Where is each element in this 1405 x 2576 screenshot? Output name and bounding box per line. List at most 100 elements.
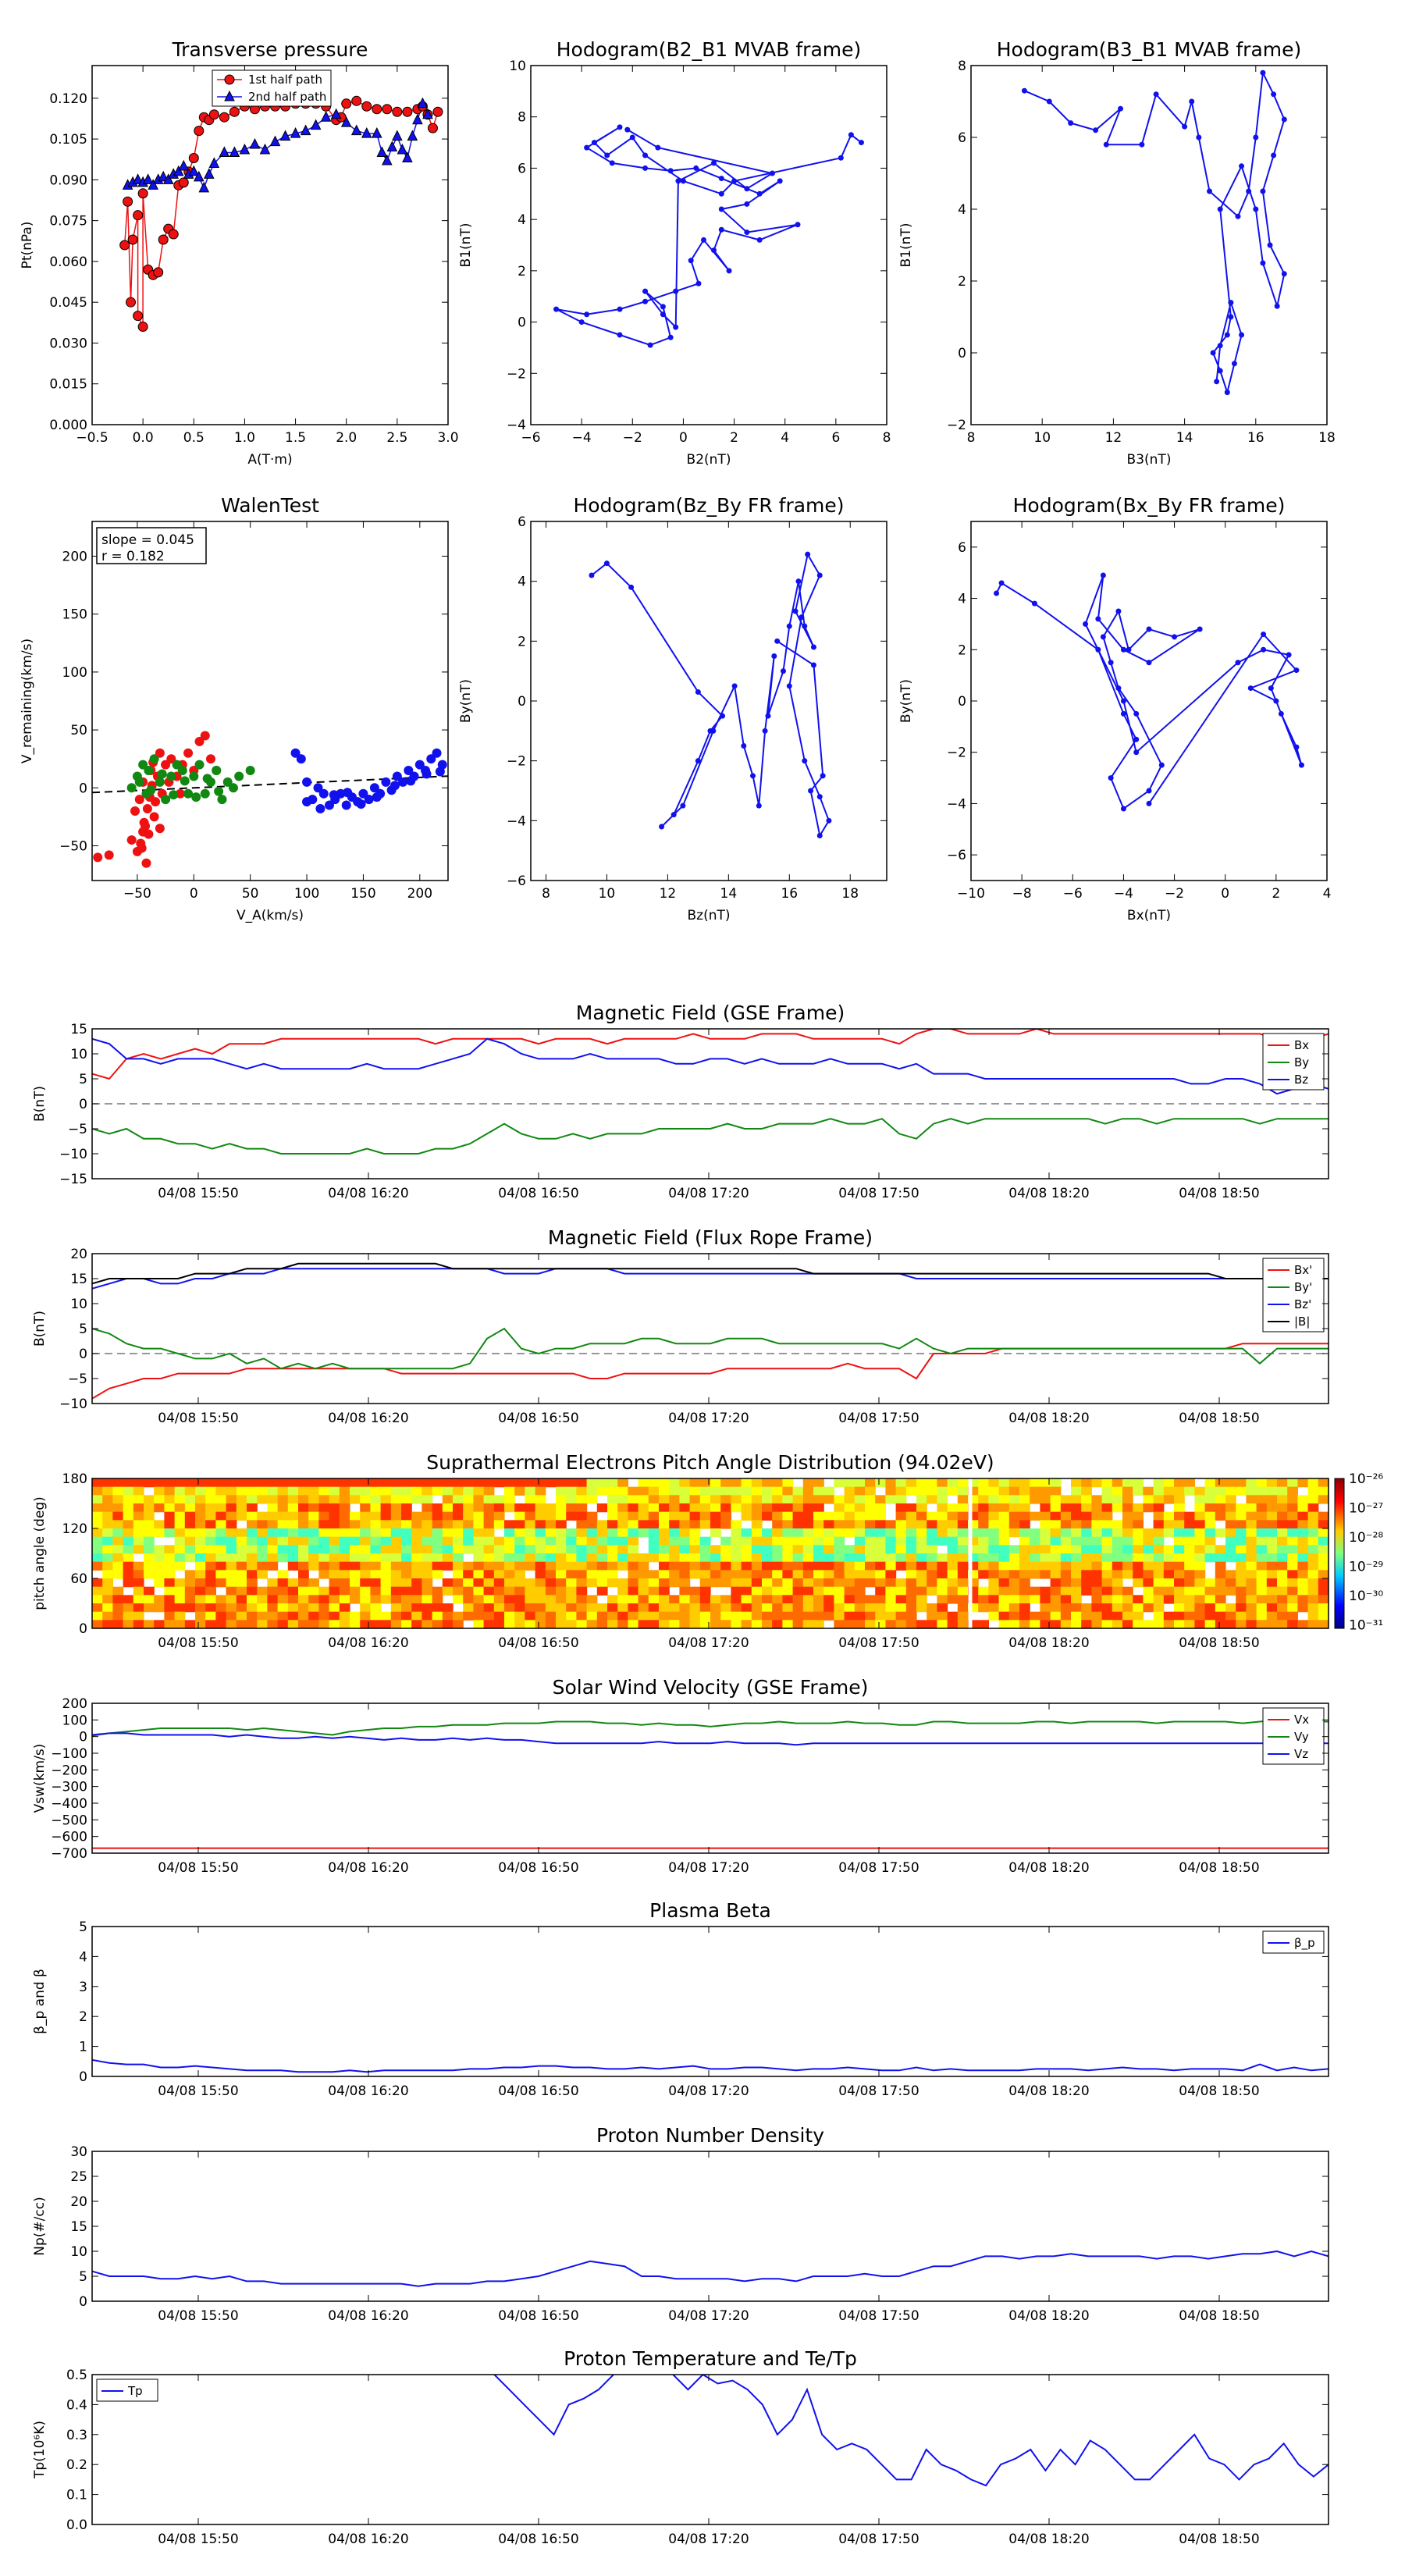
walen-point-blue	[372, 792, 382, 802]
walen-point-blue	[329, 790, 339, 800]
pad-cell	[370, 1528, 382, 1538]
pad-cell	[1081, 1536, 1092, 1546]
h4-hodogram-point	[1126, 646, 1132, 653]
pad-cell	[916, 1528, 927, 1538]
pad-cell	[689, 1495, 701, 1504]
pad-cell	[1071, 1586, 1082, 1596]
pad-cell	[1307, 1578, 1319, 1588]
pad-cell	[566, 1486, 577, 1496]
pad-cell	[493, 1620, 505, 1628]
pad-cell	[968, 1603, 979, 1613]
pad-cell	[782, 1611, 794, 1621]
pad-cell	[226, 1511, 237, 1521]
pad-cell	[1194, 1503, 1206, 1513]
pad-cell	[586, 1570, 598, 1579]
h1-hodogram-point	[667, 334, 674, 340]
pad-cell	[1287, 1511, 1298, 1521]
pad-cell	[174, 1611, 186, 1621]
pad-cell	[1297, 1495, 1309, 1504]
pad-cell	[1163, 1561, 1175, 1571]
pad-cell	[1060, 1595, 1072, 1604]
walen-point-blue	[325, 800, 334, 810]
pad-cell	[1297, 1511, 1309, 1521]
pad-cell	[525, 1545, 536, 1554]
pad-cell	[1318, 1595, 1329, 1604]
pad-cell	[1143, 1620, 1154, 1628]
pad-cell	[1019, 1511, 1030, 1521]
pad-cell	[596, 1478, 608, 1488]
pad-cell	[92, 1611, 103, 1621]
pad-cell	[792, 1570, 804, 1579]
pad-cell	[916, 1553, 927, 1563]
pad-cell	[1153, 1578, 1165, 1588]
pad-cell	[772, 1561, 783, 1571]
pad-cell	[731, 1611, 742, 1621]
pad-cell	[380, 1611, 392, 1621]
h1-ytick-label: 6	[518, 161, 526, 176]
h2-hodogram-point	[1093, 127, 1099, 133]
pt-marker-1st	[127, 234, 138, 245]
pad-cell	[813, 1486, 824, 1496]
pad-cell	[380, 1578, 392, 1588]
pad-cell	[514, 1486, 525, 1496]
pad-cell	[1153, 1545, 1165, 1554]
pad-cell	[1060, 1520, 1072, 1529]
pad-cell	[751, 1536, 763, 1546]
pad-colorbar-label: 10⁻²⁹	[1349, 1560, 1383, 1575]
pad-cell	[1277, 1520, 1288, 1529]
pad-cell	[318, 1603, 330, 1613]
pad-cell	[957, 1578, 969, 1588]
pad-cell	[442, 1611, 454, 1621]
pad-cell	[112, 1511, 124, 1521]
pad-cell	[422, 1620, 433, 1628]
pad-cell	[453, 1595, 464, 1604]
pad-cell	[133, 1511, 144, 1521]
pad-cell	[1236, 1486, 1247, 1496]
pad-cell	[1225, 1520, 1236, 1529]
pad-cell	[710, 1553, 721, 1563]
pad-cell	[535, 1595, 546, 1604]
pad-cell	[525, 1586, 536, 1596]
pad-cell	[298, 1603, 309, 1613]
pad-cell	[628, 1561, 639, 1571]
pad-cell	[1153, 1570, 1165, 1579]
pad-cell	[813, 1503, 824, 1513]
pad-cell	[112, 1520, 124, 1529]
pad-cell	[978, 1486, 989, 1496]
ts5-ytick-label: 2	[79, 2009, 87, 2025]
pad-cell	[247, 1603, 258, 1613]
pad-cell	[174, 1561, 186, 1571]
pad-cell	[596, 1603, 608, 1613]
pad-cell	[411, 1620, 422, 1628]
pad-cell	[792, 1511, 804, 1521]
h3-hodogram-point	[774, 638, 781, 644]
ts6-ytick-label: 10	[70, 2244, 87, 2260]
pad-cell	[195, 1528, 206, 1538]
pad-cell	[792, 1578, 804, 1588]
pad-cell	[1236, 1595, 1247, 1604]
pad-cell	[504, 1553, 515, 1563]
pad-cell	[689, 1553, 701, 1563]
pad-cell	[885, 1536, 897, 1546]
pad-cell	[937, 1478, 948, 1488]
pad-cell	[1194, 1570, 1206, 1579]
h4-hodogram-point	[1095, 646, 1101, 653]
pad-cell	[1287, 1603, 1298, 1613]
pad-cell	[226, 1578, 237, 1588]
pad-cell	[731, 1586, 742, 1596]
pad-cell	[195, 1503, 206, 1513]
pad-cell	[184, 1511, 196, 1521]
pad-cell	[556, 1478, 567, 1488]
pad-cell	[195, 1511, 206, 1521]
pad-cell	[802, 1595, 814, 1604]
ts4-legend-label: Vx	[1294, 1713, 1309, 1727]
pad-cell	[432, 1503, 443, 1513]
pad-cell	[659, 1503, 670, 1513]
pad-cell	[854, 1486, 866, 1496]
pad-cell	[823, 1561, 834, 1571]
pad-cell	[1101, 1503, 1113, 1513]
ts3-xtick-label: 04/08 18:50	[1179, 1635, 1259, 1651]
pad-cell	[1277, 1478, 1288, 1488]
pad-cell	[123, 1561, 134, 1571]
pad-cell	[957, 1611, 969, 1621]
